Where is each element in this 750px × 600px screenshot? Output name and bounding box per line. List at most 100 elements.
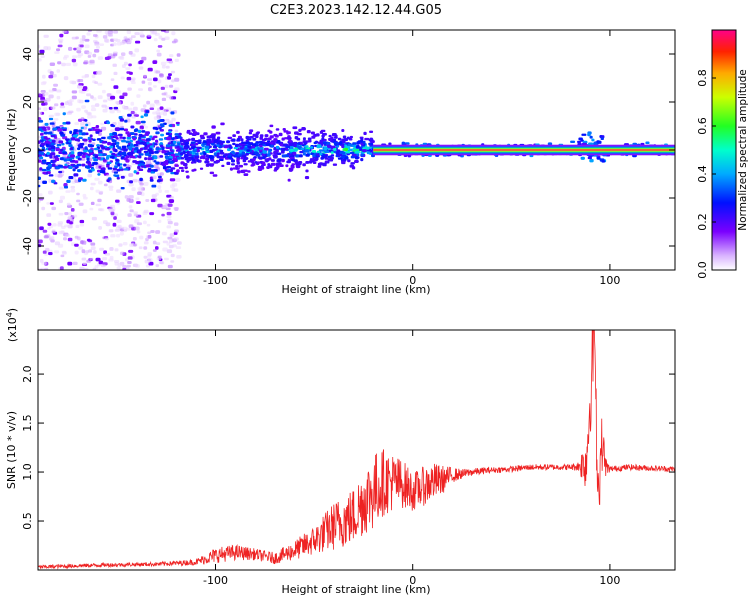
heatmap-cell — [74, 145, 78, 149]
heatmap-cell — [332, 147, 337, 151]
heatmap-cell — [82, 178, 87, 182]
heatmap-cell — [107, 136, 112, 140]
heatmap-cell — [87, 51, 92, 56]
heatmap-cell — [224, 153, 229, 157]
heatmap-cell — [273, 151, 278, 155]
heatmap-cell — [355, 156, 359, 160]
heatmap-cell — [86, 32, 91, 36]
heatmap-cell — [185, 139, 190, 143]
heatmap-cell — [122, 226, 128, 231]
heatmap-cell — [355, 145, 360, 149]
heatmap-cell — [166, 211, 172, 216]
heatmap-cell — [59, 105, 66, 109]
heatmap-cell — [241, 141, 247, 144]
heatmap-cell — [231, 163, 235, 166]
heatmap-cell — [203, 152, 207, 156]
heatmap-cell — [139, 182, 144, 186]
heatmap-cell — [43, 235, 49, 239]
heatmap-cell — [149, 212, 155, 216]
heatmap-cell — [250, 136, 254, 139]
heatmap-cell — [186, 130, 190, 134]
heatmap-cell — [93, 34, 98, 37]
heatmap-cell — [152, 175, 157, 180]
heatmap-cell — [88, 139, 92, 143]
heatmap-cell — [313, 141, 317, 145]
heatmap-cell — [349, 151, 355, 155]
heatmap-cell — [159, 172, 164, 176]
heatmap-cell — [177, 143, 181, 146]
heatmap-cell — [324, 150, 330, 154]
heatmap-cell — [134, 264, 140, 268]
heatmap-cell — [106, 164, 110, 168]
heatmap-cell — [121, 151, 127, 156]
heatmap-cell — [77, 54, 82, 58]
heatmap-cell — [132, 178, 138, 183]
heatmap-cell — [99, 144, 104, 147]
heatmap-cell — [76, 46, 82, 51]
heatmap-cell — [38, 58, 42, 62]
heatmap-cell — [199, 167, 204, 170]
converged-line-band — [373, 149, 675, 151]
heatmap-cell — [102, 257, 108, 261]
spectrogram-y-ticks: -40 -20 0 20 40 — [21, 47, 675, 255]
heatmap-cell — [349, 135, 353, 139]
heatmap-cell — [130, 125, 135, 129]
heatmap-cell — [147, 157, 153, 161]
heatmap-cell — [45, 143, 49, 147]
heatmap-cell — [188, 147, 192, 151]
heatmap-cell — [337, 154, 341, 157]
heatmap-cell — [102, 170, 106, 174]
heatmap-cell — [122, 136, 126, 140]
heatmap-cell — [159, 119, 164, 122]
heatmap-cell — [167, 218, 172, 222]
heatmap-cell — [90, 186, 94, 191]
heatmap-cell — [578, 137, 583, 141]
heatmap-cell — [144, 152, 150, 156]
colorbar-tick-label: 0.0 — [696, 261, 709, 279]
heatmap-cell — [128, 173, 134, 177]
heatmap-cell — [232, 134, 236, 138]
heatmap-cell — [119, 118, 125, 122]
heatmap-cell — [588, 142, 593, 146]
heatmap-cell — [81, 257, 87, 261]
heatmap-cell — [100, 126, 107, 131]
heatmap-cell — [209, 155, 214, 159]
heatmap-cell — [255, 132, 259, 136]
heatmap-cell — [183, 147, 189, 150]
heatmap-cell — [194, 142, 199, 146]
heatmap-cell — [286, 160, 291, 164]
heatmap-cell — [245, 135, 250, 140]
heatmap-cell — [76, 192, 80, 196]
heatmap-cell — [125, 267, 130, 270]
heatmap-cell — [150, 171, 156, 174]
heatmap-cell — [78, 145, 84, 149]
heatmap-cell — [65, 234, 70, 238]
heatmap-cell — [106, 174, 111, 178]
heatmap-cell — [60, 102, 65, 106]
heatmap-cell — [86, 93, 92, 97]
heatmap-cell — [110, 204, 116, 208]
heatmap-cell — [114, 149, 118, 153]
heatmap-cell — [303, 141, 308, 145]
heatmap-cell — [58, 40, 63, 44]
heatmap-cell — [282, 128, 286, 131]
heatmap-cell — [298, 128, 302, 132]
heatmap-cell — [255, 134, 259, 139]
heatmap-cell — [309, 158, 315, 161]
heatmap-cell — [114, 229, 120, 232]
heatmap-cell — [181, 169, 185, 173]
heatmap-cell — [364, 137, 370, 141]
heatmap-cell — [73, 173, 79, 177]
heatmap-cell — [40, 55, 45, 58]
heatmap-cell — [38, 140, 41, 144]
heatmap-cell — [136, 94, 141, 98]
heatmap-cell — [320, 156, 324, 160]
heatmap-cell — [92, 267, 97, 270]
heatmap-cell — [58, 170, 63, 174]
heatmap-cell — [164, 257, 169, 261]
heatmap-cell — [59, 148, 64, 152]
heatmap-cell — [366, 151, 371, 155]
heatmap-cell — [263, 147, 269, 151]
heatmap-cell — [42, 171, 47, 175]
snr-series-line — [38, 330, 675, 570]
